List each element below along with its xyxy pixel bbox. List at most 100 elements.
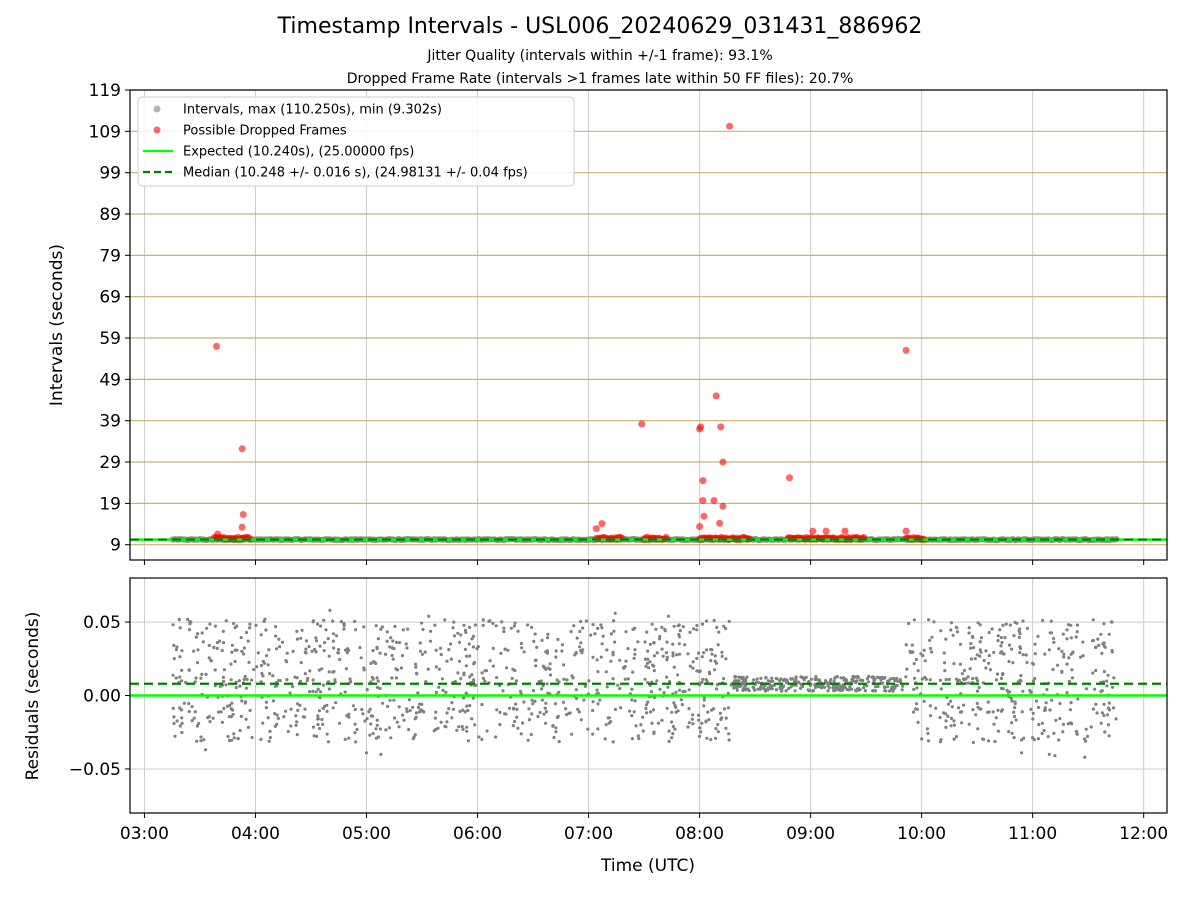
- residual-point: [204, 672, 208, 677]
- residual-point: [222, 706, 226, 711]
- residual-point: [567, 711, 571, 716]
- residual-point: [311, 620, 315, 624]
- residual-point: [452, 620, 456, 624]
- residual-point: [818, 684, 822, 689]
- residual-point: [718, 711, 723, 716]
- residual-point: [650, 721, 654, 725]
- residual-point: [303, 707, 307, 711]
- residual-point: [187, 702, 191, 706]
- residual-point: [1015, 621, 1019, 625]
- residual-point: [979, 707, 983, 711]
- residual-point: [313, 647, 317, 652]
- residual-point: [916, 669, 920, 673]
- residual-point: [671, 732, 675, 736]
- residual-point: [986, 710, 990, 714]
- residual-point: [305, 679, 309, 683]
- residual-point: [633, 648, 637, 652]
- residual-point: [1033, 642, 1037, 646]
- residual-point: [391, 657, 395, 661]
- residual-point: [962, 668, 967, 673]
- residual-point: [324, 628, 328, 632]
- residual-point: [420, 652, 424, 656]
- residual-point: [739, 675, 743, 680]
- residual-point: [710, 648, 714, 652]
- residual-point: [1107, 734, 1111, 738]
- residual-point: [221, 629, 225, 634]
- residual-point: [934, 706, 938, 710]
- residual-point: [809, 677, 814, 681]
- residual-point: [1107, 632, 1111, 636]
- residual-point: [456, 671, 460, 675]
- residual-point: [236, 737, 240, 741]
- residual-point: [576, 707, 580, 712]
- residual-point: [779, 677, 783, 681]
- residual-point: [671, 651, 675, 655]
- residual-point: [327, 654, 331, 658]
- residual-point: [704, 619, 709, 623]
- y-tick-label: 59: [99, 329, 121, 349]
- residual-point: [1093, 687, 1097, 691]
- residual-point: [491, 646, 495, 651]
- residual-point: [242, 646, 246, 650]
- residual-point: [375, 676, 379, 680]
- residual-point: [494, 624, 498, 628]
- residual-point: [388, 698, 392, 702]
- residual-point: [646, 657, 650, 661]
- residual-point: [587, 679, 591, 683]
- residual-point: [1065, 662, 1069, 666]
- x-tick-label: 09:00: [786, 824, 835, 844]
- residual-point: [488, 659, 492, 663]
- residual-point: [752, 678, 756, 682]
- residual-point: [544, 701, 548, 705]
- residual-point: [275, 713, 279, 717]
- residual-point: [1069, 636, 1073, 640]
- residual-point: [753, 688, 757, 692]
- x-axis-label: Time (UTC): [600, 856, 695, 876]
- residual-point: [1007, 643, 1012, 647]
- residual-point: [481, 676, 485, 681]
- residual-point: [596, 702, 600, 706]
- residual-point: [829, 677, 833, 682]
- residual-point: [1011, 661, 1015, 665]
- residual-point: [716, 643, 720, 647]
- residual-point: [1047, 648, 1051, 652]
- residual-point: [232, 621, 236, 626]
- residual-point: [720, 650, 724, 654]
- legend-label: Expected (10.240s), (25.00000 fps): [183, 145, 414, 160]
- residual-point: [1094, 702, 1098, 706]
- residual-point: [994, 678, 999, 682]
- residual-point: [1041, 618, 1045, 623]
- residual-point: [307, 690, 312, 694]
- residual-point: [649, 710, 653, 714]
- residual-point: [261, 674, 265, 678]
- residual-point: [646, 649, 650, 653]
- residual-point: [244, 630, 249, 635]
- residual-point: [171, 706, 175, 711]
- residual-point: [229, 662, 233, 666]
- residual-point: [462, 623, 466, 627]
- residual-point: [434, 690, 438, 695]
- residual-point: [533, 699, 537, 704]
- residual-point: [679, 698, 683, 702]
- residual-point: [187, 668, 191, 672]
- residual-point: [1052, 731, 1056, 736]
- residual-point: [732, 686, 736, 690]
- residual-point: [504, 712, 508, 716]
- residual-point: [359, 656, 363, 660]
- residual-point: [316, 717, 320, 721]
- residual-point: [378, 686, 382, 691]
- residual-point: [623, 664, 627, 669]
- residual-point: [506, 648, 510, 652]
- residual-point: [609, 632, 614, 636]
- residual-point: [1105, 679, 1109, 683]
- residual-point: [398, 641, 402, 645]
- residual-point: [1091, 618, 1095, 622]
- residual-point: [872, 679, 876, 683]
- residual-point: [854, 688, 858, 693]
- residual-point: [463, 647, 467, 652]
- residual-point: [219, 710, 223, 714]
- residual-point: [407, 728, 411, 732]
- residual-point: [697, 734, 702, 739]
- residual-point: [318, 726, 322, 731]
- residual-point: [726, 706, 731, 710]
